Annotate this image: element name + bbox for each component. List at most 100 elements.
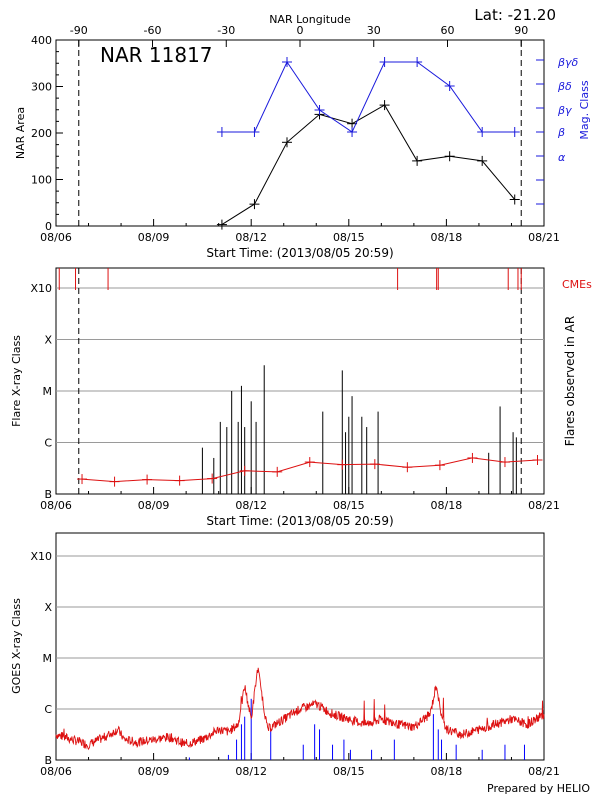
y-tick-label: X10	[30, 282, 52, 295]
mag-class-point	[379, 57, 390, 67]
x-tick-label: 08/21	[528, 499, 560, 512]
mag-class-point	[347, 127, 358, 137]
y-tick-label: C	[44, 437, 52, 450]
x-tick-label: 08/09	[138, 231, 170, 244]
mag-class-point	[412, 57, 423, 67]
x-tick-label: 08/09	[138, 499, 170, 512]
x-tick-label: 08/12	[235, 765, 267, 778]
y-tick-label: X	[44, 334, 52, 347]
background-flux-point	[304, 457, 315, 468]
x-tick-label: 08/12	[235, 499, 267, 512]
area-line	[221, 104, 516, 226]
x-tick-label: 08/06	[40, 231, 72, 244]
y-tick-label: 300	[31, 81, 52, 94]
background-flux-point	[434, 460, 445, 471]
y-tick-label: 400	[31, 34, 52, 47]
x-axis-label: Start Time: (2013/08/05 20:59)	[206, 246, 393, 260]
top-axis-title: NAR Longitude	[269, 13, 351, 26]
background-flux-point	[467, 452, 478, 463]
mag-class-point	[314, 105, 325, 115]
y-tick-label: B	[44, 754, 52, 767]
mag-class-label: β	[557, 126, 565, 139]
y-axis-label: GOES X-ray Class	[10, 598, 23, 694]
mag-class-line	[221, 60, 515, 133]
flare-class-panel: B C M X X10 08/06 08/09 08/12 08/15 08/18 08/21 Sta…	[10, 267, 592, 528]
mag-class-point	[249, 127, 260, 137]
background-flux-point	[239, 465, 250, 476]
y-tick-label: M	[43, 385, 53, 398]
x-tick-label: 08/15	[333, 231, 365, 244]
x-tick-label: 08/21	[528, 765, 560, 778]
x-tick-label: 08/06	[40, 765, 72, 778]
area-point	[216, 219, 227, 230]
y-tick-label: C	[44, 703, 52, 716]
area-point	[379, 100, 390, 111]
background-flux-point	[402, 462, 413, 473]
background-flux-point	[532, 455, 543, 466]
latitude-label: Lat: -21.20	[474, 6, 556, 24]
area-point	[509, 194, 520, 205]
background-flux-point	[369, 459, 380, 470]
mag-class-label: βγδ	[557, 56, 579, 69]
area-point	[477, 155, 488, 166]
x-tick-label: 08/15	[333, 499, 365, 512]
background-flux-point	[207, 473, 218, 484]
background-flux-point	[499, 457, 510, 468]
y-tick-label: 0	[45, 220, 52, 233]
x-tick-label: 08/09	[138, 765, 170, 778]
mag-class-point	[281, 57, 292, 67]
background-flux-point	[109, 476, 120, 487]
x-tick-label: 08/12	[235, 231, 267, 244]
goes-long-curve	[55, 667, 545, 751]
area-point	[412, 155, 423, 166]
y-tick-label: X10	[30, 550, 52, 563]
x-tick-label: 08/06	[40, 499, 72, 512]
background-flux-point	[337, 459, 348, 470]
background-flux-point	[174, 475, 185, 486]
plot-frame	[55, 39, 545, 227]
y2-axis-label: Flares observed in AR	[563, 316, 577, 446]
y-axis-label: Flare X-ray Class	[10, 335, 23, 427]
x-tick-label: 08/21	[528, 231, 560, 244]
background-flux-point	[77, 474, 88, 485]
y-tick-label: M	[43, 652, 53, 665]
mag-class-point	[477, 127, 488, 137]
y-tick-label: X	[44, 601, 52, 614]
top-tick-label: 0	[297, 24, 304, 37]
top-tick-label: -60	[144, 24, 162, 37]
x-axis-label: Start Time: (2013/08/05 20:59)	[206, 514, 393, 528]
top-tick-label: 30	[367, 24, 381, 37]
x-tick-label: 08/18	[431, 765, 463, 778]
area-point	[281, 137, 292, 148]
mag-class-point	[216, 127, 227, 137]
background-flux-point	[272, 466, 283, 477]
background-flux-point	[142, 474, 153, 485]
y-tick-label: 200	[31, 127, 52, 140]
x-tick-label: 08/18	[431, 499, 463, 512]
mag-class-label: βγ	[557, 104, 572, 117]
mag-axis-label: Mag. Class	[578, 80, 591, 139]
top-tick-label: -30	[217, 24, 235, 37]
cme-label: CMEs	[562, 278, 592, 291]
prepared-by-footer: Prepared by HELIO	[487, 782, 590, 795]
plot-frame	[55, 532, 545, 761]
y-axis-label: NAR Area	[14, 107, 27, 159]
goes-xray-panel: B C M X X10 08/06 08/09 08/12 08/15 08/18 08/21 GOE…	[10, 532, 560, 778]
chart-title: NAR 11817	[100, 43, 213, 67]
x-tick-label: 08/15	[333, 765, 365, 778]
y-tick-label: 100	[31, 174, 52, 187]
top-tick-label: 60	[440, 24, 454, 37]
mag-class-label: βδ	[557, 80, 572, 93]
plot-frame	[55, 267, 545, 495]
top-tick-label: 90	[514, 24, 528, 37]
mag-class-point	[444, 81, 455, 91]
area-point	[444, 151, 455, 162]
top-tick-label: -90	[70, 24, 88, 37]
mag-class-label: α	[558, 151, 566, 164]
y-tick-label: B	[44, 488, 52, 501]
area-point	[249, 199, 260, 210]
x-tick-label: 08/18	[431, 231, 463, 244]
mag-class-point	[509, 127, 520, 137]
